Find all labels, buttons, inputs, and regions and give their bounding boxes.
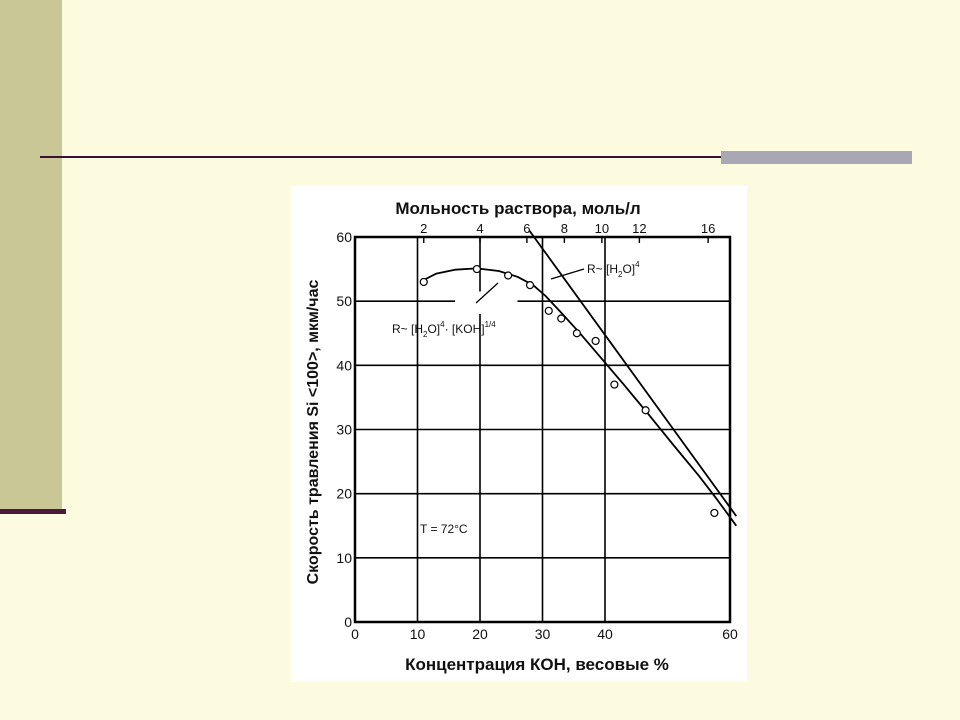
y-tick-label: 20 xyxy=(336,486,352,502)
x2-tick-label: 8 xyxy=(561,221,568,236)
y-tick-label: 60 xyxy=(336,229,352,245)
y-tick-label: 10 xyxy=(336,550,352,566)
x2-tick-label: 12 xyxy=(632,221,646,236)
y-tick-label: 30 xyxy=(336,422,352,438)
x2-tick-label: 6 xyxy=(523,221,530,236)
x-axis-title: Концентрация КОН, весовые % xyxy=(405,655,669,674)
x-tick-label: 10 xyxy=(410,626,426,642)
plot-frame xyxy=(353,235,732,624)
y-axis-title: Скорость травления Si <100>, мкм/час xyxy=(305,280,322,585)
y-tick-label: 40 xyxy=(336,357,352,373)
title-divider xyxy=(40,156,912,158)
data-point xyxy=(419,277,428,287)
x-tick-label: 30 xyxy=(535,626,551,642)
x2-axis-title: Мольность раствора, моль/л xyxy=(395,199,640,218)
curved-fit xyxy=(423,267,738,527)
data-point xyxy=(591,336,600,346)
data-point xyxy=(641,406,650,415)
label-mask xyxy=(455,291,518,314)
x-tick-label: 60 xyxy=(722,626,738,642)
x-tick-label: 40 xyxy=(597,626,613,642)
annotation-line2: R~ [H2O]4· [KOH]1/4 xyxy=(392,320,496,339)
data-point xyxy=(610,380,619,389)
data-point xyxy=(572,329,581,338)
chart-curves xyxy=(423,230,738,527)
chart-points xyxy=(419,264,719,518)
data-point xyxy=(525,281,535,290)
x2-tick-label: 16 xyxy=(701,221,715,236)
data-point xyxy=(504,271,513,280)
data-point xyxy=(557,314,566,323)
data-point xyxy=(472,264,481,274)
data-point xyxy=(544,306,553,315)
x-tick-label: 20 xyxy=(472,626,488,642)
side-bar-underline xyxy=(0,509,66,514)
x-tick-label: 0 xyxy=(351,626,359,642)
annotation-line1: R~ [H2O]4 xyxy=(587,260,640,279)
x2-tick-label: 4 xyxy=(476,221,483,236)
x2-tick-label: 10 xyxy=(595,221,609,236)
chart-tick-labels: 0 10 20 30 40 50 60 0 10 20 30 40 60 2 4 6 8 10 12 16 xyxy=(336,221,738,642)
annotation-line2-leader xyxy=(475,282,499,304)
temperature-label: T = 72°C xyxy=(420,522,468,536)
straight-line-fit xyxy=(528,230,738,517)
y-tick-label: 0 xyxy=(344,614,352,630)
annotation-line1-leader xyxy=(550,268,585,280)
chart-image-panel: 0 10 20 30 40 50 60 0 10 20 30 40 60 2 4 6 8 10 12 16 Мольн… xyxy=(291,186,747,682)
data-point xyxy=(710,508,719,518)
y-tick-label: 50 xyxy=(336,293,352,309)
accent-block xyxy=(721,151,912,164)
etch-rate-chart: 0 10 20 30 40 50 60 0 10 20 30 40 60 2 4 6 8 10 12 16 Мольн… xyxy=(305,199,738,674)
x2-tick-label: 2 xyxy=(420,221,427,236)
decorative-side-bar xyxy=(0,0,62,510)
